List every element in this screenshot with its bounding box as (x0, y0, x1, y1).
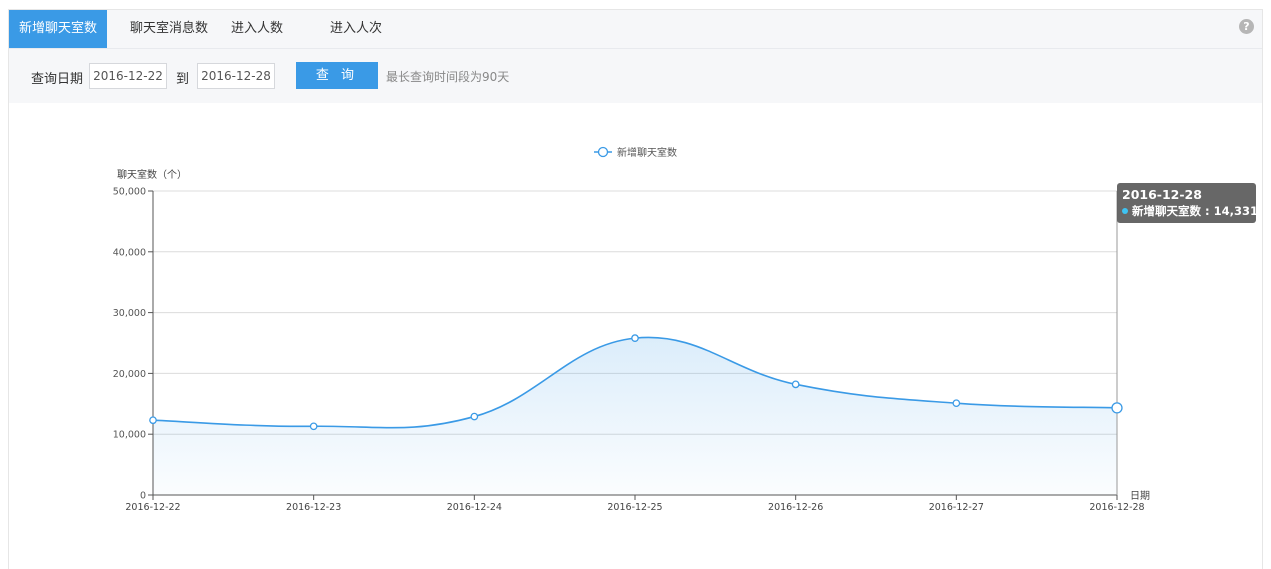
y-tick-label: 10,000 (113, 430, 146, 441)
tab-chatroom-messages[interactable]: 聊天室消息数 (129, 21, 208, 36)
chart-tooltip: 2016-12-28 新增聊天室数 : 14,331 (1117, 183, 1258, 223)
legend-label: 新增聊天室数 (617, 146, 677, 159)
tooltip-series: 新增聊天室数 (1132, 204, 1201, 218)
to-label: 到 (176, 72, 190, 87)
data-point[interactable] (149, 416, 157, 425)
data-point[interactable] (309, 422, 318, 431)
y-axis-title: 聊天室数（个） (117, 168, 187, 181)
query-button[interactable]: 查 询 (296, 62, 378, 89)
tooltip-date: 2016-12-28 (1122, 187, 1202, 202)
y-tick-label: 50,000 (113, 187, 146, 198)
data-point[interactable] (1111, 402, 1123, 414)
tooltip-value: 14,331 (1213, 204, 1258, 218)
y-tick-label: 30,000 (113, 308, 146, 319)
date-label: 查询日期 (31, 72, 84, 87)
query-hint: 最长查询时间段为90天 (386, 70, 510, 84)
filter-bar: 查询日期 到 查 询 最长查询时间段为90天 (9, 49, 1262, 103)
x-tick-label: 2016-12-25 (607, 502, 662, 513)
x-tick-label: 2016-12-27 (929, 502, 984, 513)
x-tick-label: 2016-12-28 (1089, 502, 1144, 513)
x-tick-label: 2016-12-24 (447, 502, 502, 513)
x-axis-title: 日期 (1130, 490, 1150, 502)
start-date-input[interactable] (89, 63, 167, 89)
x-tick-label: 2016-12-22 (125, 502, 180, 513)
x-tick-label: 2016-12-26 (768, 502, 823, 513)
y-tick-label: 0 (140, 491, 146, 502)
data-point[interactable] (631, 334, 639, 342)
series-area (153, 337, 1117, 495)
chart-legend[interactable]: 新增聊天室数 (594, 146, 677, 159)
series-points (149, 334, 1123, 431)
series-dot-icon (1122, 208, 1128, 214)
tab-entry-times[interactable]: 进入人次 (329, 21, 382, 36)
tab-entries[interactable]: 进入人数 (230, 21, 283, 36)
tab-new-chatrooms[interactable]: 新增聊天室数 (9, 10, 107, 48)
end-date-input[interactable] (197, 63, 275, 89)
question-circle-icon[interactable]: ? (1239, 19, 1254, 34)
legend-marker-icon (597, 146, 609, 158)
y-tick-label: 40,000 (113, 247, 146, 258)
data-point[interactable] (791, 380, 800, 389)
data-point[interactable] (952, 399, 961, 408)
chart-axes: 0 10,000 20,000 30,000 40,000 50,000 2016-12-2… (113, 187, 1145, 514)
x-tick-label: 2016-12-23 (286, 502, 341, 513)
y-tick-label: 20,000 (113, 369, 146, 380)
data-point[interactable] (470, 412, 479, 421)
tab-bar: 新增聊天室数 聊天室消息数 进入人数 进入人次 ? (9, 10, 1262, 49)
